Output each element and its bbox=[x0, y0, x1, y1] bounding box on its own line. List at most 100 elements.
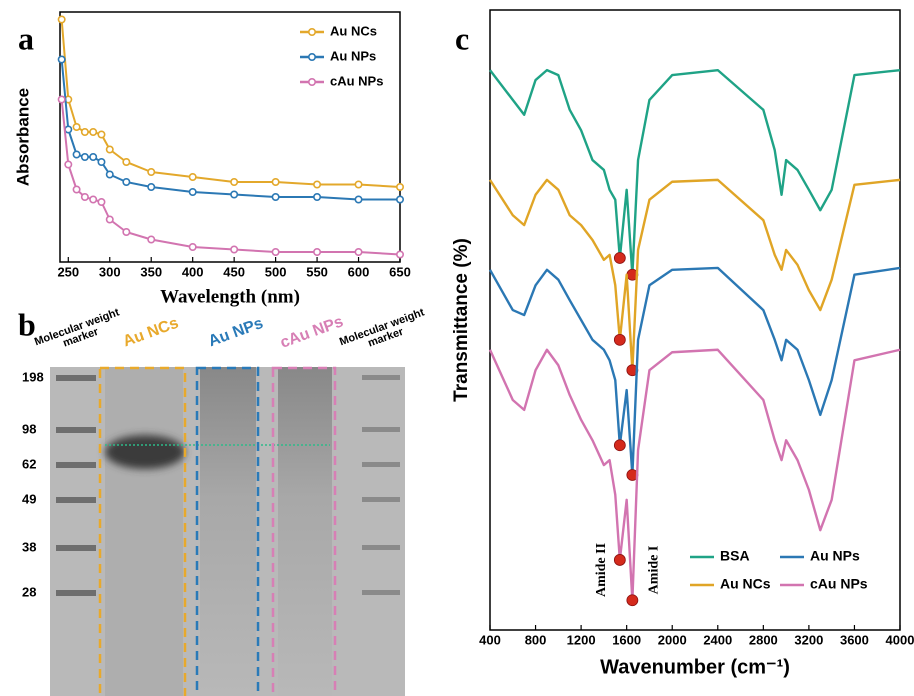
gel-lane bbox=[105, 367, 183, 696]
data-point bbox=[147, 183, 156, 192]
x-tick-label: 550 bbox=[306, 264, 328, 279]
marker-band bbox=[362, 462, 400, 467]
marker-band bbox=[362, 590, 400, 595]
series-line bbox=[488, 266, 901, 477]
x-tick-label: 2400 bbox=[703, 632, 732, 647]
marker-size: 38 bbox=[22, 539, 36, 554]
data-point bbox=[313, 248, 322, 257]
legend-label: BSA bbox=[720, 548, 750, 564]
x-tick-label: 500 bbox=[265, 264, 287, 279]
y-axis-label: Transmittance (%) bbox=[451, 238, 472, 402]
annotation: Amide II bbox=[594, 543, 609, 597]
data-point bbox=[230, 178, 239, 187]
data-point bbox=[97, 130, 106, 139]
data-point bbox=[313, 180, 322, 189]
marker-band bbox=[362, 375, 400, 380]
data-point bbox=[64, 125, 73, 134]
x-axis-label: Wavenumber (cm⁻¹) bbox=[600, 656, 790, 678]
x-tick-label: 650 bbox=[389, 264, 411, 279]
data-point bbox=[230, 190, 239, 199]
data-point bbox=[230, 245, 239, 254]
band-marker bbox=[613, 554, 626, 566]
marker-size: 62 bbox=[22, 456, 36, 471]
marker-band bbox=[362, 427, 400, 432]
data-point bbox=[97, 198, 106, 207]
data-point bbox=[122, 158, 131, 167]
marker-size: 198 bbox=[22, 369, 44, 384]
marker-band bbox=[56, 375, 96, 381]
data-point bbox=[188, 173, 197, 182]
marker-band bbox=[56, 590, 96, 596]
x-tick-label: 3200 bbox=[794, 632, 823, 647]
gel-smear bbox=[200, 367, 256, 696]
data-point bbox=[147, 235, 156, 244]
data-point bbox=[122, 228, 131, 237]
data-point bbox=[57, 15, 66, 24]
panel-label: c bbox=[455, 20, 469, 56]
marker-size: 98 bbox=[22, 421, 36, 436]
band-marker bbox=[613, 333, 626, 346]
series-line bbox=[489, 68, 901, 276]
data-point bbox=[271, 178, 280, 187]
x-tick-label: 300 bbox=[99, 264, 121, 279]
band-marker bbox=[626, 594, 639, 607]
x-tick-label: 1600 bbox=[612, 632, 641, 647]
plot-frame bbox=[489, 9, 901, 631]
panel-label: a bbox=[18, 20, 34, 56]
x-tick-label: 1200 bbox=[567, 632, 596, 647]
x-axis-label: Wavelength (nm) bbox=[160, 286, 300, 307]
marker-band bbox=[56, 497, 96, 503]
data-point bbox=[188, 188, 197, 197]
marker-band bbox=[56, 427, 96, 433]
x-tick-label: 600 bbox=[348, 264, 370, 279]
legend-marker bbox=[307, 78, 316, 87]
data-point bbox=[395, 195, 404, 204]
data-point bbox=[395, 250, 404, 259]
data-point bbox=[354, 180, 363, 189]
x-tick-label: 4000 bbox=[886, 632, 914, 647]
data-point bbox=[313, 193, 322, 202]
data-point bbox=[105, 145, 114, 154]
lane-box bbox=[98, 366, 187, 696]
band-marker bbox=[613, 252, 626, 264]
data-point bbox=[72, 185, 81, 194]
gel-band bbox=[105, 435, 185, 469]
marker-band bbox=[362, 545, 400, 550]
data-point bbox=[122, 178, 131, 187]
x-tick-label: 400 bbox=[479, 632, 501, 647]
x-tick-label: 3600 bbox=[840, 632, 869, 647]
x-tick-label: 450 bbox=[223, 264, 245, 279]
panel-label: b bbox=[18, 306, 36, 342]
annotation: Amide I bbox=[647, 546, 662, 595]
marker-band bbox=[56, 545, 96, 551]
legend-label: Au NPs bbox=[330, 48, 376, 63]
data-point bbox=[89, 153, 98, 162]
legend-marker bbox=[307, 27, 316, 36]
data-point bbox=[89, 195, 98, 204]
data-point bbox=[89, 128, 98, 137]
marker-band bbox=[56, 462, 96, 468]
data-point bbox=[105, 215, 114, 224]
data-point bbox=[354, 248, 363, 257]
x-tick-label: 350 bbox=[140, 264, 162, 279]
x-tick-label: 400 bbox=[182, 264, 204, 279]
data-point bbox=[147, 168, 156, 177]
legend-label: cAu NPs bbox=[330, 73, 383, 88]
data-point bbox=[80, 128, 89, 137]
x-tick-label: 250 bbox=[57, 264, 79, 279]
data-point bbox=[395, 183, 404, 192]
lane-box bbox=[195, 366, 260, 696]
data-point bbox=[354, 195, 363, 204]
lane-box bbox=[271, 366, 337, 696]
legend-label: Au NCs bbox=[720, 576, 771, 592]
y-axis-label: Absorbance bbox=[13, 88, 32, 186]
legend-label: cAu NPs bbox=[810, 576, 868, 592]
x-tick-label: 800 bbox=[525, 632, 547, 647]
data-point bbox=[64, 160, 73, 169]
data-point bbox=[105, 170, 114, 179]
gel-image bbox=[50, 367, 405, 696]
x-tick-label: 2800 bbox=[749, 632, 778, 647]
series-line bbox=[60, 19, 401, 188]
